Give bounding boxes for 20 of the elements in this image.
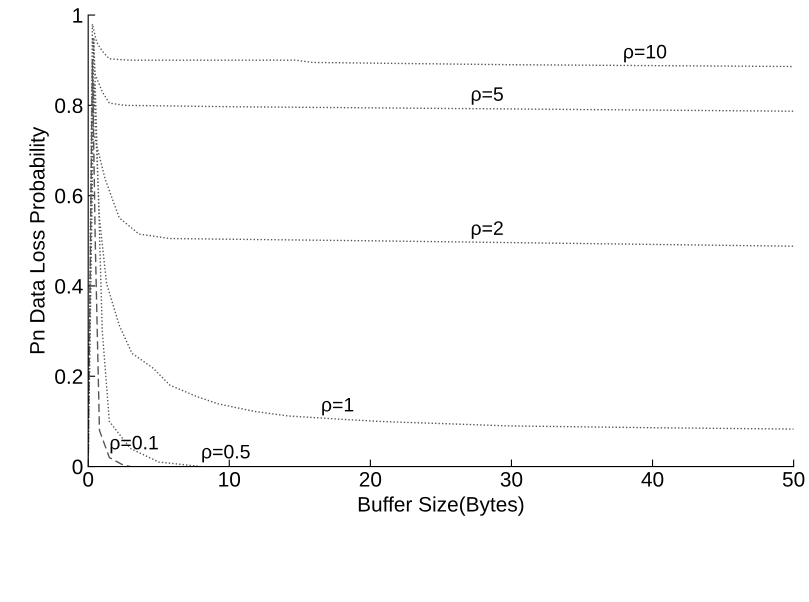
y-tick-label: 0.6 — [55, 188, 82, 204]
annotation: ρ=10 — [624, 44, 666, 62]
x-tick-label: 30 — [500, 472, 522, 487]
annotation: ρ=2 — [472, 221, 503, 239]
annotation: ρ=0.5 — [202, 444, 250, 462]
y-axis-title: Pn Data Loss Probability — [29, 126, 49, 354]
y-tick-label: 0.8 — [55, 98, 82, 114]
y-tick-label: 0.4 — [55, 278, 83, 294]
x-axis-title: Buffer Size(Bytes) — [358, 496, 524, 516]
annotation: ρ=0.1 — [110, 436, 158, 454]
y-tick-label: 1 — [73, 8, 82, 23]
x-tick-label: 0 — [83, 472, 94, 487]
x-tick-label: 50 — [782, 472, 804, 487]
x-tick-label: 10 — [219, 472, 240, 487]
x-tick-label: 40 — [641, 472, 664, 487]
x-tick-label: 20 — [360, 472, 382, 487]
y-tick-label: 0.2 — [55, 369, 82, 384]
annotation: ρ=1 — [322, 398, 354, 416]
annotation: ρ=5 — [472, 87, 503, 105]
y-tick-label: 0 — [72, 460, 83, 474]
